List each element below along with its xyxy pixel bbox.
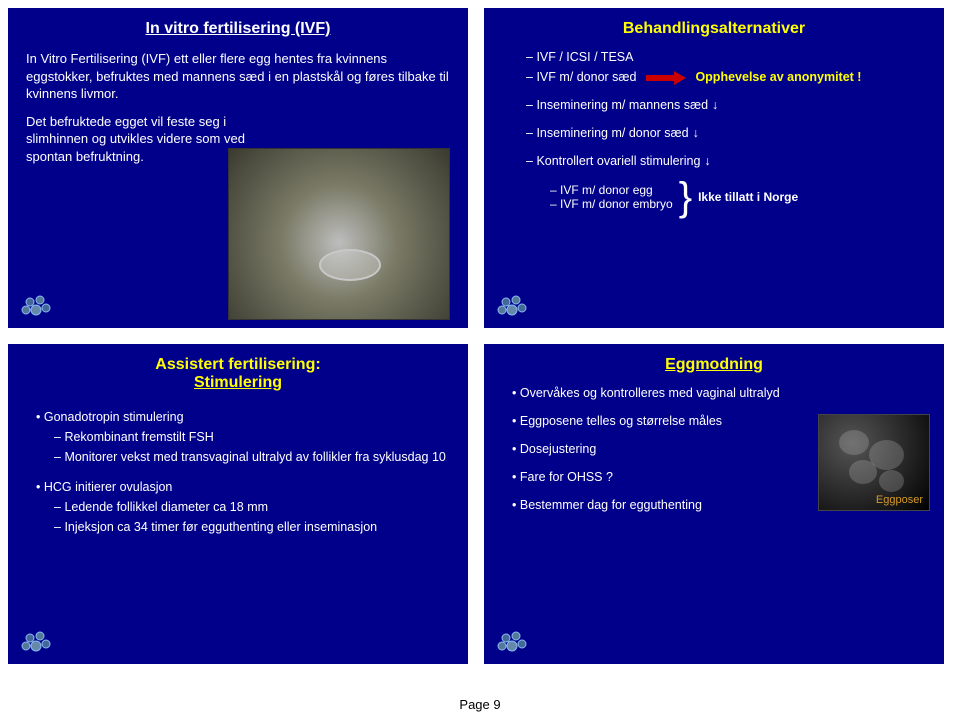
slide1-para2: Det befruktede egget vil feste seg i sli…: [26, 113, 246, 166]
eggposer-label: Eggposer: [876, 494, 923, 506]
not-allowed-text: Ikke tillatt i Norge: [698, 190, 798, 204]
petri-dish-image: [228, 148, 450, 320]
page-number: Page 9: [459, 697, 500, 712]
not-allowed-group: IVF m/ donor egg IVF m/ donor embryo } I…: [502, 182, 926, 212]
ultrasound-image: Eggposer: [818, 414, 930, 511]
slide-alternatives: Behandlingsalternativer IVF / ICSI / TES…: [484, 8, 944, 328]
item-insem-donor: Inseminering m/ donor sæd ↓: [526, 126, 926, 140]
item5-text: Kontrollert ovariell stimulering: [526, 154, 700, 168]
cluster-icon: [494, 628, 534, 658]
slide3-list1: Gonadotropin stimulering Rekombinant fre…: [26, 410, 450, 464]
slide3-list2: HCG initierer ovulasjon Ledende follikke…: [26, 480, 450, 534]
s4b5: Bestemmer dag for egguthenting: [512, 498, 812, 512]
slide-stimulering: Assistert fertilisering: Stimulering Gon…: [8, 344, 468, 664]
item-insem-mann: Inseminering m/ mannens sæd ↓: [526, 98, 926, 112]
bracket-icon: }: [673, 182, 698, 212]
cluster-icon: [494, 292, 534, 322]
monitor: Monitorer vekst med transvaginal ultraly…: [36, 450, 450, 464]
injeksjon: Injeksjon ca 34 timer før egguthenting e…: [36, 520, 450, 534]
down-arrow-icon: ↓: [712, 98, 718, 112]
slide3-subtitle: Stimulering: [194, 374, 282, 391]
page: In vitro fertilisering (IVF) In Vitro Fe…: [0, 0, 960, 716]
ledende: Ledende follikkel diameter ca 18 mm: [36, 500, 450, 514]
rekomb: Rekombinant fremstilt FSH: [36, 430, 450, 444]
gonad: Gonadotropin stimulering: [36, 410, 450, 424]
arrow-icon: [646, 72, 686, 84]
slide4-list: Overvåkes og kontrolleres med vaginal ul…: [502, 386, 812, 512]
item-ivf-icsi: IVF / ICSI / TESA: [526, 50, 926, 64]
slide2-title: Behandlingsalternativer: [502, 20, 926, 38]
down-arrow-icon: ↓: [704, 154, 710, 168]
cluster-icon: [18, 628, 58, 658]
item-ovariell: Kontrollert ovariell stimulering ↓: [526, 154, 926, 168]
down-arrow-icon: ↓: [693, 126, 699, 140]
slide-ivf: In vitro fertilisering (IVF) In Vitro Fe…: [8, 8, 468, 328]
slide2-list: IVF / ICSI / TESA IVF m/ donor sæd Opphe…: [502, 50, 926, 168]
slide4-content: Overvåkes og kontrolleres med vaginal ul…: [502, 386, 812, 512]
row-bottom: Assistert fertilisering: Stimulering Gon…: [0, 336, 960, 672]
slide1-title: In vitro fertilisering (IVF): [26, 20, 450, 38]
s4b4: Fare for OHSS ?: [512, 470, 812, 484]
bracket-items: IVF m/ donor egg IVF m/ donor embryo: [526, 183, 673, 211]
slide4-title: Eggmodning: [502, 356, 926, 374]
slide3-title: Assistert fertilisering:: [155, 356, 320, 373]
s4b1: Overvåkes og kontrolleres med vaginal ul…: [512, 386, 812, 400]
item-donor-line: IVF m/ donor sæd Opphevelse av anonymite…: [526, 70, 926, 84]
slide1-para1: In Vitro Fertilisering (IVF) ett eller f…: [26, 50, 450, 103]
donor-embryo: IVF m/ donor embryo: [550, 197, 673, 211]
slide3-header: Assistert fertilisering: Stimulering: [26, 356, 450, 392]
cluster-icon: [18, 292, 58, 322]
donor-egg: IVF m/ donor egg: [550, 183, 673, 197]
s4b3: Dosejustering: [512, 442, 812, 456]
item4-text: Inseminering m/ donor sæd: [526, 126, 689, 140]
s4b2: Eggposene telles og størrelse måles: [512, 414, 812, 428]
item-donor-saed: IVF m/ donor sæd: [526, 70, 636, 84]
slide-eggmodning: Eggmodning Overvåkes og kontrolleres med…: [484, 344, 944, 664]
row-top: In vitro fertilisering (IVF) In Vitro Fe…: [0, 0, 960, 336]
item3-text: Inseminering m/ mannens sæd: [526, 98, 708, 112]
anonymity-text: Opphevelse av anonymitet !: [695, 70, 861, 84]
hcg: HCG initierer ovulasjon: [36, 480, 450, 494]
